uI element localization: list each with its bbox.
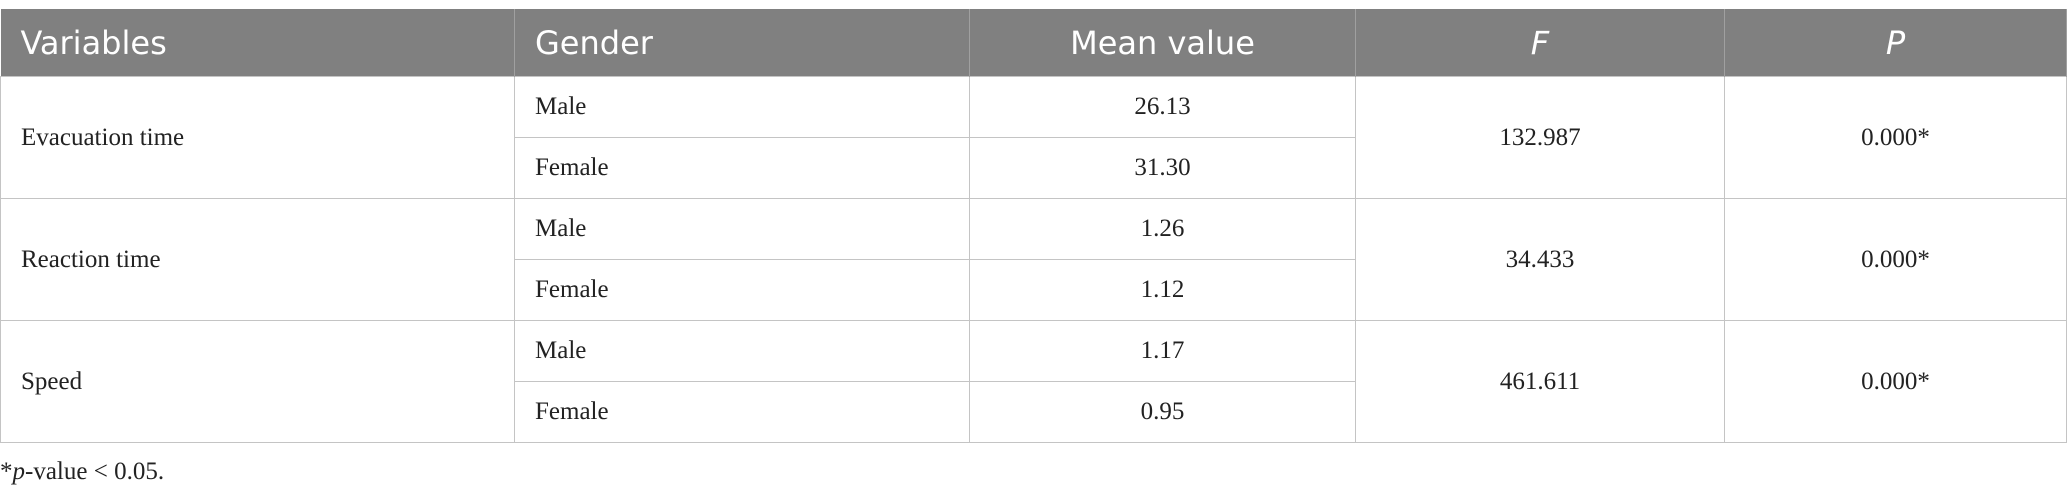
gender-cell: Female — [514, 381, 970, 443]
p-cell: 0.000* — [1724, 76, 2067, 199]
mean-cell: 1.12 — [969, 259, 1356, 321]
variable-cell: Evacuation time — [0, 76, 515, 199]
header-cell: F — [1355, 9, 1725, 77]
f-cell: 34.433 — [1355, 198, 1725, 321]
table-row: Reaction time Male 1.26 34.433 0.000* — [0, 198, 2067, 321]
mean-cell: 26.13 — [969, 76, 1356, 138]
table-body: Evacuation time Male 26.13 132.987 0.000* Fem… — [0, 76, 2067, 443]
footnote-text: -value < 0.05. — [25, 458, 165, 485]
mean-cell: 1.17 — [969, 320, 1356, 382]
gender-cell: Female — [514, 259, 970, 321]
variable-cell: Reaction time — [0, 198, 515, 321]
table: Variables Gender Mean value F P Evacuati… — [0, 9, 2067, 443]
mean-cell: 0.95 — [969, 381, 1356, 443]
table-row: Female 31.30 — [1, 137, 2067, 199]
p-cell: 0.000* — [1724, 320, 2067, 443]
footnote: *p-value < 0.05. — [0, 458, 164, 486]
mean-cell: 31.30 — [969, 137, 1356, 199]
mean-cell: 1.26 — [969, 198, 1356, 260]
header-row: Variables Gender Mean value F P — [0, 9, 2067, 77]
table-row: Female 0.95 — [1, 381, 2067, 443]
variable-cell: Speed — [0, 320, 515, 443]
footnote-italic: p — [12, 458, 26, 485]
footnote-mark: * — [0, 458, 13, 485]
header-cell: Variables — [0, 9, 515, 77]
p-cell: 0.000* — [1724, 198, 2067, 321]
gender-cell: Male — [514, 198, 970, 260]
header-cell: Gender — [514, 9, 970, 77]
table-row: Evacuation time Male 26.13 132.987 0.000* — [0, 76, 2067, 199]
header-cell: P — [1724, 9, 2067, 77]
gender-cell: Male — [514, 320, 970, 382]
header-cell: Mean value — [969, 9, 1356, 77]
table-row: Speed Male 1.17 461.611 0.000* — [0, 320, 2067, 443]
gender-cell: Female — [514, 137, 970, 199]
f-cell: 461.611 — [1355, 320, 1725, 443]
f-cell: 132.987 — [1355, 76, 1725, 199]
gender-cell: Male — [514, 76, 970, 138]
table-wrap: Variables Gender Mean value F P Evacuati… — [0, 9, 2067, 443]
